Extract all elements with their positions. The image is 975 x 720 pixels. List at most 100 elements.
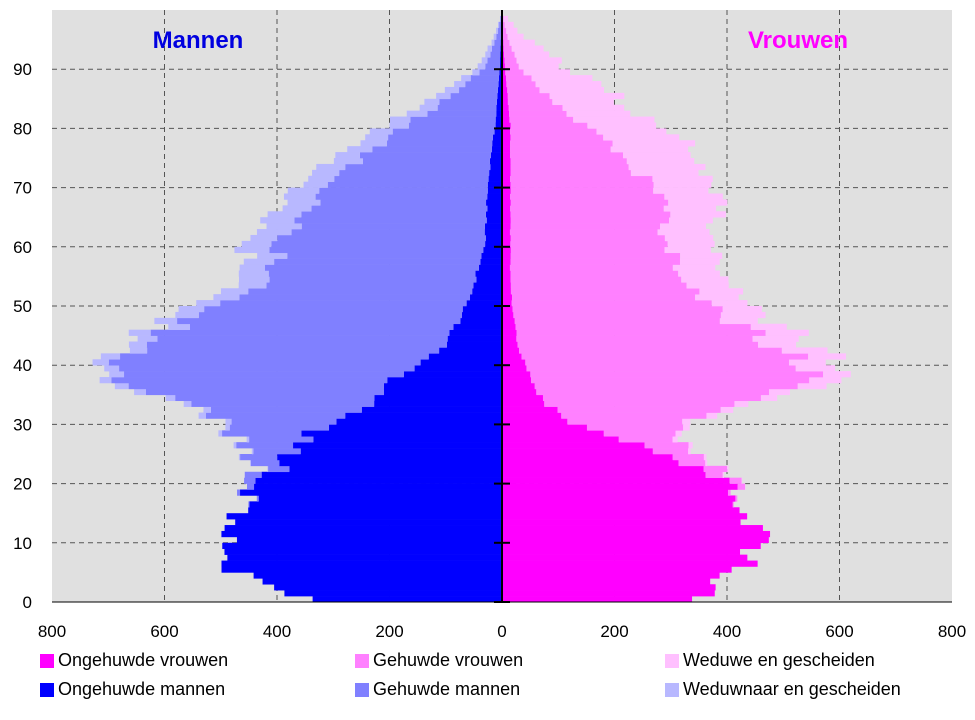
bar-female-widowed xyxy=(504,21,514,29)
bar-female-married xyxy=(737,483,746,490)
bar-female-single xyxy=(502,306,513,313)
bar-male-widowed xyxy=(137,335,158,342)
bar-female-widowed xyxy=(587,122,657,129)
bar-male-married xyxy=(108,359,421,366)
bar-female-single xyxy=(502,394,543,402)
bar-male-single xyxy=(473,282,502,289)
bar-female-married xyxy=(509,229,658,236)
bar-male-widowed xyxy=(250,234,278,242)
bar-female-widowed xyxy=(795,365,836,372)
bar-male-single xyxy=(222,542,502,550)
bar-female-single xyxy=(502,81,507,88)
bar-male-widowed xyxy=(389,122,409,129)
bar-male-widowed xyxy=(233,442,237,449)
bar-female-married xyxy=(519,347,782,354)
bar-female-single xyxy=(502,181,511,188)
bar-female-single xyxy=(502,63,505,70)
bar-male-widowed xyxy=(333,158,363,165)
bar-male-married xyxy=(240,454,278,461)
bar-male-widowed xyxy=(213,294,240,301)
bar-male-single xyxy=(274,584,502,591)
bar-male-single xyxy=(301,430,502,437)
bar-female-widowed xyxy=(720,406,734,413)
bar-female-married xyxy=(525,359,789,366)
bar-male-single xyxy=(289,465,502,473)
bar-male-married xyxy=(450,92,498,100)
bar-male-married xyxy=(204,306,463,313)
bar-male-single xyxy=(248,507,502,514)
bar-female-single xyxy=(502,270,511,277)
bar-female-married xyxy=(510,128,597,135)
bar-male-married xyxy=(301,211,486,218)
bar-female-married xyxy=(503,45,512,52)
bar-male-single xyxy=(488,175,502,182)
bar-male-single xyxy=(387,377,502,384)
bar-male-widowed xyxy=(493,33,497,40)
bar-male-widowed xyxy=(347,146,373,153)
x-tick-label: 600 xyxy=(150,622,178,641)
bar-male-widowed xyxy=(241,240,272,248)
bar-male-widowed xyxy=(267,211,302,218)
bar-male-widowed xyxy=(454,81,466,88)
bar-male-single xyxy=(499,63,502,70)
bar-female-married xyxy=(510,134,604,141)
bar-female-widowed xyxy=(688,442,693,449)
bar-female-married xyxy=(510,181,654,188)
bar-female-married xyxy=(510,152,624,159)
bar-female-married xyxy=(705,471,723,478)
bar-male-married xyxy=(229,424,329,431)
bar-female-widowed xyxy=(518,63,559,70)
bar-female-widowed xyxy=(628,163,706,171)
bar-male-widowed xyxy=(498,21,500,29)
bar-male-widowed xyxy=(406,110,428,117)
bar-male-widowed xyxy=(129,347,148,354)
bar-male-single xyxy=(221,566,502,573)
bar-male-widowed xyxy=(424,98,440,106)
bar-female-single xyxy=(502,140,511,147)
bar-male-married xyxy=(388,134,493,141)
bar-female-married xyxy=(510,199,669,206)
y-tick-label: 60 xyxy=(13,238,32,257)
bar-male-widowed xyxy=(100,353,121,360)
bar-female-widowed xyxy=(719,317,758,325)
bar-female-single xyxy=(502,442,645,449)
bar-male-married xyxy=(190,323,454,330)
bar-female-married xyxy=(504,51,515,58)
bar-male-married xyxy=(268,270,476,277)
bar-female-widowed xyxy=(523,69,571,76)
bar-male-married xyxy=(485,63,500,70)
bar-female-widowed xyxy=(610,146,689,153)
bar-female-married xyxy=(503,33,508,40)
bar-female-single xyxy=(502,317,515,325)
bar-female-single xyxy=(502,205,511,212)
bar-male-widowed xyxy=(287,199,321,206)
bar-female-single xyxy=(502,507,740,514)
bar-female-single xyxy=(502,542,761,550)
bar-female-single xyxy=(502,288,511,295)
bar-male-widowed xyxy=(175,311,199,319)
x-tick-label: 800 xyxy=(938,622,966,641)
bar-male-single xyxy=(498,81,502,88)
bar-female-married xyxy=(509,110,567,117)
bar-female-married xyxy=(516,329,766,336)
bar-female-single xyxy=(502,584,716,591)
bar-female-widowed xyxy=(711,300,748,307)
bar-female-widowed xyxy=(507,33,524,40)
bar-female-married xyxy=(510,163,629,171)
bar-male-married xyxy=(386,140,493,147)
bar-female-widowed xyxy=(722,471,724,478)
bar-male-married xyxy=(157,335,448,342)
bar-male-single xyxy=(328,424,502,431)
bar-female-single xyxy=(502,483,738,490)
bar-female-single xyxy=(502,554,748,561)
bar-female-single xyxy=(502,104,509,111)
bar-male-widowed xyxy=(287,187,320,194)
bar-male-single xyxy=(235,519,502,526)
bar-female-single xyxy=(502,234,511,242)
bar-male-widowed xyxy=(238,454,241,461)
bar-female-single xyxy=(502,477,730,484)
y-tick-label: 10 xyxy=(13,534,32,553)
bar-female-single xyxy=(502,495,736,502)
bar-male-married xyxy=(294,217,487,224)
